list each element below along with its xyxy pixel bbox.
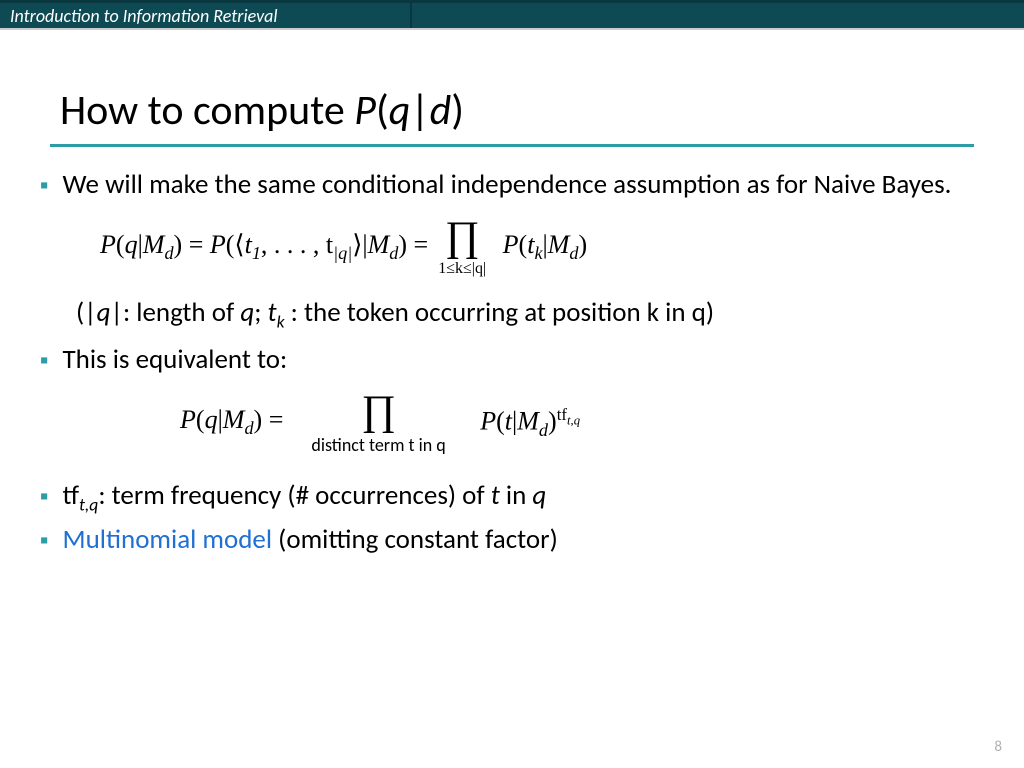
header-underline bbox=[0, 28, 1024, 30]
eq1-rhs: P(tk|Md) bbox=[496, 230, 587, 264]
eq1-part: P(q|Md) = P(⟨t1, . . . , t|q|⟩|Md) = bbox=[100, 230, 428, 264]
eq2-prod-limits: distinct term t in q bbox=[311, 434, 445, 456]
bullet-3-text: tft,q: term frequency (# occurrences) of… bbox=[63, 478, 547, 516]
bullet-4-text: Multinomial model (omitting constant fac… bbox=[63, 522, 558, 557]
title-paren-close: ) bbox=[451, 85, 464, 136]
header-divider bbox=[410, 3, 412, 28]
eq1-product: ∏ 1≤k≤|q| bbox=[438, 216, 486, 278]
title-math-P: P bbox=[354, 85, 376, 136]
multinomial-link: Multinomial model bbox=[63, 523, 273, 556]
eq2-lhs: P(q|Md) = bbox=[180, 405, 283, 439]
eq1-explanation: (|q|: length of q; tk : the token occurr… bbox=[76, 296, 984, 332]
equation-1: P(q|Md) = P(⟨t1, . . . , t|q|⟩|Md) = ∏ 1… bbox=[100, 216, 984, 278]
bullet-1-text: We will make the same conditional indepe… bbox=[63, 167, 952, 202]
title-math-d: d bbox=[430, 85, 452, 136]
eq2-rhs: P(t|Md)tft,q bbox=[474, 405, 580, 441]
content-area: ▪ We will make the same conditional inde… bbox=[40, 167, 984, 557]
bullet-1: ▪ We will make the same conditional inde… bbox=[40, 167, 984, 202]
bullet-2: ▪ This is equivalent to: bbox=[40, 342, 984, 377]
bullet-4: ▪ Multinomial model (omitting constant f… bbox=[40, 522, 984, 557]
product-symbol-icon: ∏ bbox=[445, 216, 480, 258]
course-title: Introduction to Information Retrieval bbox=[10, 5, 278, 27]
page-number: 8 bbox=[994, 738, 1002, 756]
bullet-2-text: This is equivalent to: bbox=[63, 342, 288, 377]
bullet-icon: ▪ bbox=[40, 171, 49, 200]
bullet-3: ▪ tft,q: term frequency (# occurrences) … bbox=[40, 478, 984, 516]
bullet-icon: ▪ bbox=[40, 346, 49, 375]
title-rule bbox=[50, 144, 974, 147]
title-paren-open: ( bbox=[376, 85, 389, 136]
bullet-icon: ▪ bbox=[40, 482, 49, 511]
title-bar: | bbox=[410, 85, 429, 136]
title-math-q: q bbox=[389, 85, 411, 136]
slide-title: How to compute P(q|d) bbox=[60, 85, 1024, 136]
eq1-prod-limits: 1≤k≤|q| bbox=[438, 260, 486, 278]
header-right-block bbox=[849, 3, 1024, 28]
eq2-product: ∏ distinct term t in q bbox=[311, 390, 445, 456]
product-symbol-icon: ∏ bbox=[361, 390, 396, 432]
equation-2: P(q|Md) = ∏ distinct term t in q P(t|Md)… bbox=[180, 390, 984, 456]
bullet-icon: ▪ bbox=[40, 526, 49, 555]
title-prefix: How to compute bbox=[60, 85, 354, 136]
